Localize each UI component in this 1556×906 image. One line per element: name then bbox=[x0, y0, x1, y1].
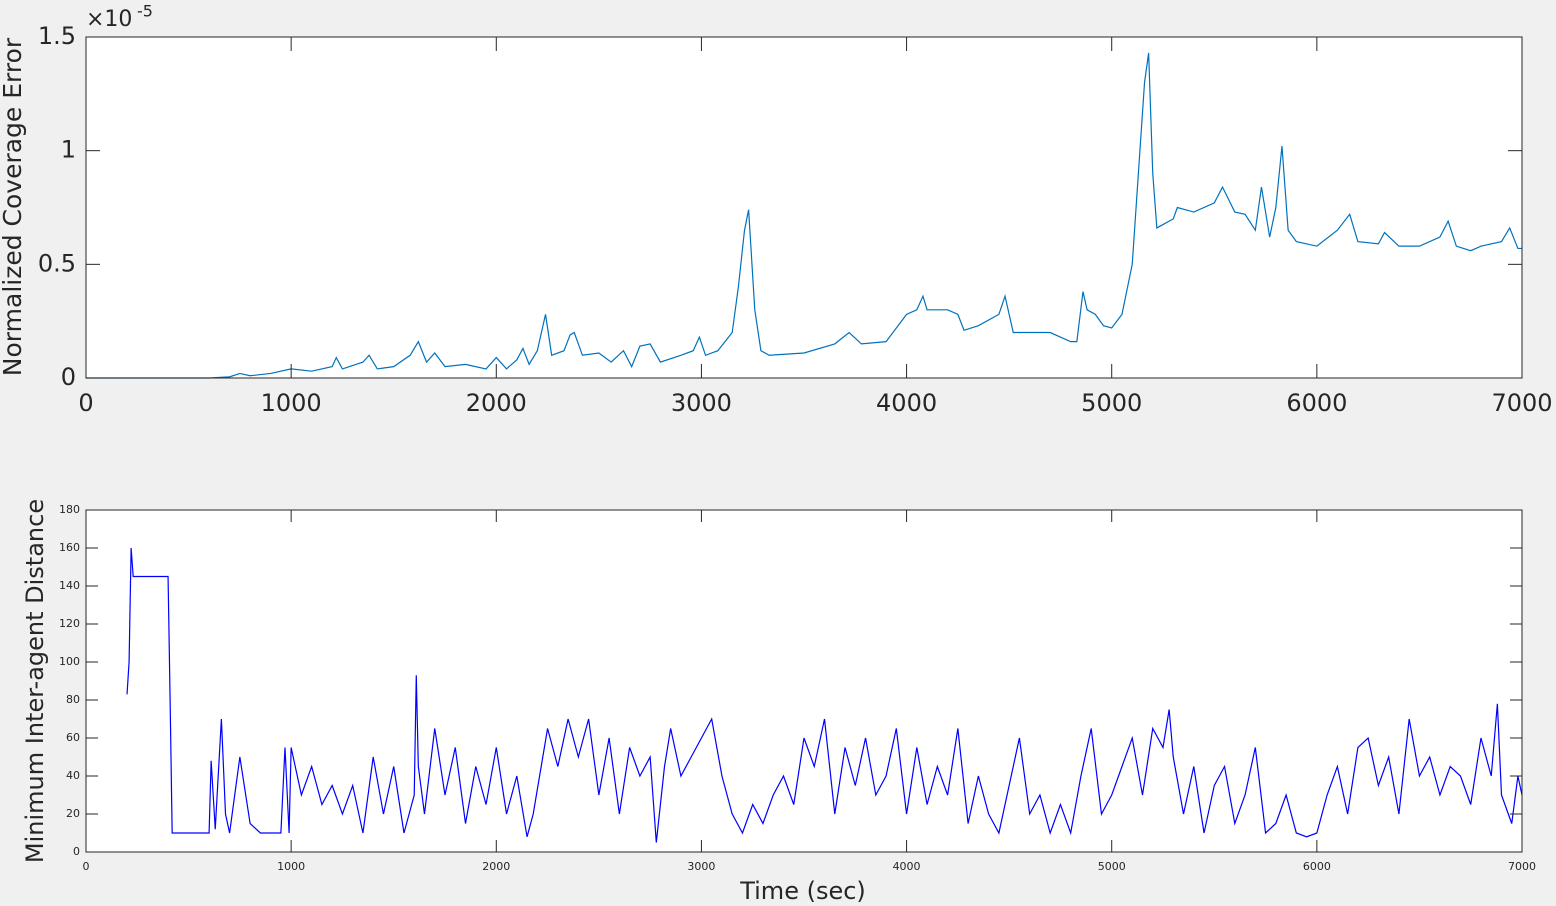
x-tick-label: 1000 bbox=[261, 389, 322, 417]
x-tick-label: 6000 bbox=[1303, 860, 1331, 873]
y-tick-label: 120 bbox=[59, 617, 80, 630]
x-tick-label: 7000 bbox=[1491, 389, 1552, 417]
y-tick-label: 0 bbox=[61, 363, 76, 391]
x-axis-label: Time (sec) bbox=[739, 877, 866, 905]
x-tick-label: 4000 bbox=[893, 860, 921, 873]
x-tick-label: 3000 bbox=[671, 389, 732, 417]
x-tick-label: 3000 bbox=[687, 860, 715, 873]
x-tick-label: 5000 bbox=[1098, 860, 1126, 873]
y-tick-label: 60 bbox=[66, 731, 80, 744]
x-tick-label: 2000 bbox=[466, 389, 527, 417]
y-axis-label: Normalized Coverage Error bbox=[0, 37, 27, 376]
data-line bbox=[86, 52, 1522, 379]
y-tick-label: 20 bbox=[66, 807, 80, 820]
x-tick-label: 5000 bbox=[1081, 389, 1142, 417]
y-tick-label: 40 bbox=[66, 769, 80, 782]
axes-background bbox=[86, 37, 1522, 378]
axes-box bbox=[85, 36, 1523, 379]
x-tick-label: 2000 bbox=[482, 860, 510, 873]
y-tick-label: 1.5 bbox=[38, 22, 76, 50]
data-line bbox=[126, 547, 1523, 843]
axes-box bbox=[85, 509, 1523, 853]
y-multiplier-exponent: -5 bbox=[137, 2, 153, 21]
y-tick-label: 0.5 bbox=[38, 249, 76, 277]
x-tick-label: 4000 bbox=[876, 389, 937, 417]
y-tick-label: 100 bbox=[59, 655, 80, 668]
x-tick-label: 7000 bbox=[1508, 860, 1536, 873]
x-tick-label: 6000 bbox=[1286, 389, 1347, 417]
x-tick-label: 1000 bbox=[277, 860, 305, 873]
y-multiplier-base: ×10 bbox=[86, 7, 132, 32]
y-axis-label: Minimum Inter-agent Distance bbox=[21, 499, 49, 863]
axes-background bbox=[86, 510, 1522, 852]
x-tick-label: 0 bbox=[78, 389, 93, 417]
y-tick-label: 80 bbox=[66, 693, 80, 706]
y-tick-label: 140 bbox=[59, 579, 80, 592]
y-tick-label: 0 bbox=[73, 845, 80, 858]
x-tick-label: 0 bbox=[83, 860, 90, 873]
y-tick-label: 180 bbox=[59, 503, 80, 516]
y-tick-label: 1 bbox=[61, 136, 76, 164]
y-tick-label: 160 bbox=[59, 541, 80, 554]
